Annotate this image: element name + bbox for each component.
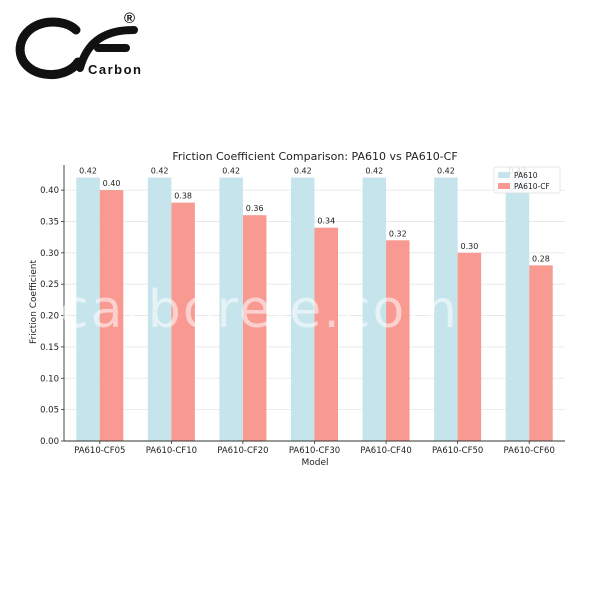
y-tick-label: 0.05	[40, 406, 59, 416]
bar-pa610-cf-pa610-cf10	[171, 202, 195, 441]
legend-label: PA610-CF	[514, 182, 550, 191]
data-label: 0.38	[174, 192, 192, 201]
bar-pa610-pa610-cf05	[76, 177, 100, 441]
y-axis-label: Friction Coefficient	[29, 260, 39, 344]
legend-label: PA610	[514, 171, 538, 180]
y-tick-label: 0.25	[40, 280, 59, 290]
x-tick-label: PA610-CF10	[146, 446, 197, 456]
y-tick-label: 0.40	[40, 186, 59, 196]
x-axis-label: Model	[301, 458, 328, 468]
x-tick-label: PA610-CF20	[217, 446, 268, 456]
data-label: 0.32	[389, 229, 407, 238]
registered-mark: ®	[124, 10, 136, 27]
y-tick-label: 0.00	[40, 437, 59, 447]
data-label: 0.40	[103, 179, 121, 188]
legend-box	[493, 166, 561, 194]
bar-pa610-cf-pa610-cf50	[457, 252, 482, 441]
bar-pa610-cf-pa610-cf60	[529, 265, 553, 441]
bar-pa610-cf-pa610-cf05	[99, 190, 124, 441]
axes: 0.00 0.05 0.10 0.15 0.20 0.25 0.30 0.35 0.40 PA61…	[40, 165, 565, 456]
logo-c-icon	[15, 17, 83, 80]
bar-pa610-pa610-cf60	[505, 177, 530, 441]
legend: PA610 PA610-CF	[493, 166, 561, 194]
data-label: 0.36	[246, 204, 264, 213]
data-label: 0.42	[365, 167, 383, 176]
data-label: 0.42	[151, 167, 169, 176]
y-tick-label: 0.20	[40, 312, 59, 322]
data-label: 0.34	[317, 217, 335, 226]
y-tick-label: 0.15	[40, 343, 59, 353]
data-label: 0.42	[79, 167, 97, 176]
y-tick-label: 0.30	[40, 249, 59, 259]
data-label: 0.28	[532, 254, 550, 263]
x-tick-label: PA610-CF30	[289, 446, 340, 456]
data-label: 0.30	[460, 242, 478, 251]
y-tick-label: 0.10	[40, 374, 59, 384]
cf-logo	[15, 17, 138, 80]
bar-pa610-cf-pa610-cf40	[386, 240, 410, 441]
x-tick-label: PA610-CF40	[360, 446, 411, 456]
bar-pa610-pa610-cf40	[362, 177, 387, 441]
legend-swatch	[498, 172, 510, 178]
bar-pa610-pa610-cf20	[219, 177, 243, 441]
data-label: 0.42	[437, 167, 455, 176]
legend-swatch	[498, 183, 510, 189]
bar-pa610-cf-pa610-cf20	[242, 215, 267, 441]
brand-name: Carbon	[88, 62, 143, 77]
x-tick-label: PA610-CF60	[504, 446, 555, 456]
bar-pa610-cf-pa610-cf30	[314, 227, 338, 441]
chart-title: Friction Coefficient Comparison: PA610 v…	[172, 150, 457, 163]
x-tick-label: PA610-CF50	[432, 446, 483, 456]
data-label: 0.42	[294, 167, 312, 176]
bar-pa610-pa610-cf30	[291, 177, 315, 441]
data-label: 0.42	[222, 167, 240, 176]
bar-pa610-pa610-cf10	[147, 177, 172, 441]
x-tick-label: PA610-CF05	[74, 446, 125, 456]
bar-pa610-pa610-cf50	[434, 177, 458, 441]
logo-f-icon	[76, 26, 138, 72]
y-tick-label: 0.35	[40, 217, 59, 227]
bars	[76, 177, 553, 441]
